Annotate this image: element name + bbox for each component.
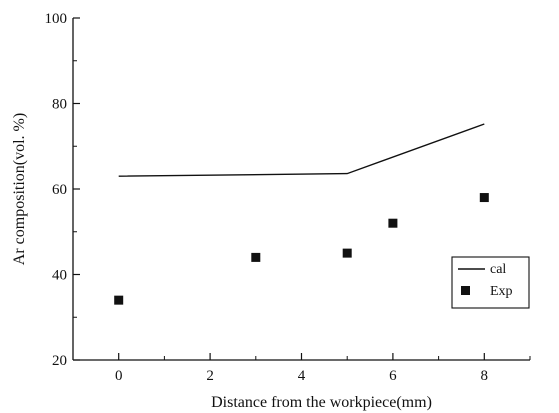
legend-label-cal: cal [490, 262, 506, 277]
data-point-Exp [114, 295, 124, 305]
data-point-Exp [479, 193, 489, 203]
y-axis-title: Ar composition(vol. %) [11, 113, 28, 265]
series-layer [114, 123, 489, 305]
data-point-Exp [388, 218, 398, 228]
x-axis-title: Distance from the workpiece(mm) [211, 394, 432, 411]
y-tick-label: 60 [52, 182, 67, 198]
ticks: 20 40 60 80 100 0 2 4 6 8 [45, 11, 531, 384]
axes [72, 18, 530, 361]
legend-label-Exp: Exp [490, 284, 513, 299]
legend-swatch-Exp [461, 286, 470, 295]
y-tick-label: 40 [52, 268, 67, 284]
data-point-Exp [342, 248, 352, 258]
x-tick-label: 2 [206, 368, 214, 384]
x-tick-label: 4 [298, 368, 306, 384]
legend: cal Exp [451, 256, 530, 309]
y-tick-label: 80 [52, 97, 67, 113]
x-tick-label: 6 [389, 368, 397, 384]
series-line-cal [118, 123, 485, 177]
x-tick-label: 0 [115, 368, 123, 384]
x-tick-label: 8 [481, 368, 489, 384]
y-tick-label: 100 [45, 11, 68, 27]
y-tick-label: 20 [52, 353, 67, 369]
legend-box [451, 256, 530, 309]
data-point-Exp [251, 252, 261, 262]
